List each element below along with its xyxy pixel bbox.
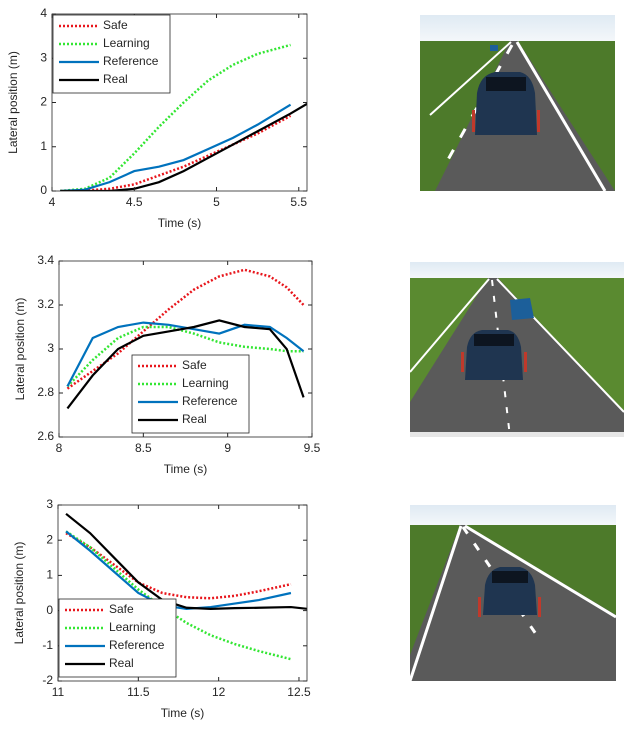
y-tick-label: 3 <box>40 50 47 64</box>
legend-label: Learning <box>109 620 156 634</box>
y-tick-label: -1 <box>42 638 53 652</box>
x-axis-label: Time (s) <box>158 216 202 230</box>
x-tick-label: 4 <box>49 195 56 209</box>
x-tick-label: 8.5 <box>135 441 152 455</box>
legend-label: Real <box>103 72 128 86</box>
x-tick-label: 8 <box>56 441 63 455</box>
legend-label: Learning <box>182 376 229 390</box>
y-tick-label: 3.4 <box>37 253 54 267</box>
y-tick-label: 0 <box>46 603 53 617</box>
x-tick-label: 11 <box>52 685 65 699</box>
scene-image <box>420 15 615 191</box>
y-tick-label: 3 <box>46 497 53 511</box>
legend-label: Real <box>182 412 207 426</box>
x-tick-label: 9.5 <box>304 441 321 455</box>
legend: Safe Learning Reference Real <box>132 355 249 433</box>
y-axis-label: Lateral position (m) <box>12 542 26 645</box>
y-tick-label: 1 <box>46 568 53 582</box>
y-tick-label: 4 <box>40 6 47 20</box>
legend: Safe Learning Reference Real <box>59 599 176 677</box>
y-tick-label: 2 <box>46 532 53 546</box>
y-axis-label: Lateral position (m) <box>6 51 20 154</box>
x-tick-label: 5.5 <box>290 195 307 209</box>
x-tick-label: 12.5 <box>287 685 311 699</box>
y-tick-label: 3.2 <box>37 297 54 311</box>
chart: 4 4.5 5 5.5 0 1 2 3 4 Time (s) Lateral position (m… <box>6 6 307 230</box>
legend-label: Real <box>109 656 134 670</box>
legend-label: Reference <box>182 394 238 408</box>
scene-image <box>410 262 624 437</box>
x-axis-label: Time (s) <box>164 462 208 476</box>
legend-label: Reference <box>109 638 165 652</box>
legend-label: Reference <box>103 54 159 68</box>
legend-label: Safe <box>103 18 128 32</box>
legend-label: Safe <box>109 602 134 616</box>
x-tick-label: 9 <box>224 441 231 455</box>
y-tick-label: 2.6 <box>37 429 54 443</box>
y-tick-label: 2 <box>40 95 47 109</box>
x-tick-label: 4.5 <box>126 195 143 209</box>
legend-label: Learning <box>103 36 150 50</box>
legend: Safe Learning Reference Real <box>53 15 170 93</box>
y-tick-label: 3 <box>47 341 54 355</box>
x-tick-label: 11.5 <box>127 685 150 699</box>
scene-image <box>410 505 616 681</box>
y-axis-label: Lateral position (m) <box>13 298 27 401</box>
figure: 44.555.501234Time (s)Lateral position (m… <box>0 0 624 725</box>
chart: 8 8.5 9 9.5 2.6 2.8 3 3.2 3.4 Time (s) Lateral pos… <box>13 253 320 476</box>
y-tick-label: 0 <box>40 183 47 197</box>
y-tick-label: -2 <box>42 673 53 687</box>
x-tick-label: 12 <box>212 685 226 699</box>
y-tick-label: 2.8 <box>37 385 54 399</box>
x-axis-label: Time (s) <box>161 706 205 720</box>
legend-label: Safe <box>182 358 207 372</box>
x-tick-label: 5 <box>213 195 220 209</box>
y-tick-label: 1 <box>40 139 47 153</box>
